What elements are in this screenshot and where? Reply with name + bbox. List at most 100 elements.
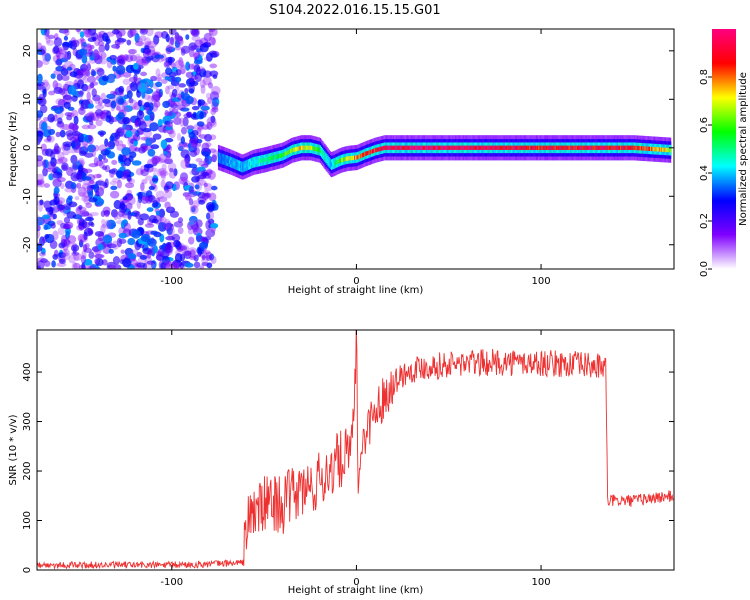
noise-cell — [174, 39, 181, 48]
ridge-cell — [471, 145, 473, 150]
noise-cell — [152, 200, 159, 208]
noise-cell — [179, 172, 189, 182]
noise-cell — [140, 29, 146, 34]
ridge-cell — [319, 148, 322, 153]
noise-cell — [121, 143, 127, 148]
noise-cell — [91, 147, 97, 158]
noise-cell — [59, 129, 66, 138]
noise-cell — [94, 55, 103, 65]
ridge-cell — [469, 145, 471, 150]
noise-cell — [54, 107, 63, 114]
noise-cell — [106, 61, 113, 69]
ridge-cell — [529, 145, 531, 150]
noise-cell — [144, 41, 152, 46]
noise-cell — [37, 73, 43, 84]
noise-cell — [44, 31, 50, 40]
ridge-cell — [322, 151, 324, 156]
ridge-cell — [265, 157, 267, 162]
noise-cell — [95, 187, 105, 197]
ridge-cell — [666, 147, 668, 153]
noise-cell — [54, 60, 61, 66]
ridge-cell — [232, 160, 234, 166]
ridge-cell — [536, 145, 539, 150]
noise-cell — [61, 64, 66, 71]
noise-cell — [199, 265, 205, 269]
noise-cell — [182, 116, 189, 127]
noise-cell — [108, 115, 114, 125]
noise-cell — [150, 230, 159, 235]
spectrogram-frame — [36, 28, 675, 270]
ridge-cell — [641, 146, 643, 151]
ridge-cell — [282, 152, 284, 158]
ridge-cell — [622, 145, 624, 150]
noise-cell — [165, 33, 170, 43]
ridge-cell — [227, 159, 230, 164]
ridge-cell — [217, 155, 220, 160]
noise-cell — [103, 209, 111, 216]
noise-cell — [57, 227, 66, 236]
ridge-cell — [647, 146, 650, 151]
ridge-cell — [445, 145, 447, 150]
noise-cell — [63, 249, 68, 257]
ridge-cell — [539, 145, 541, 150]
noise-cell — [42, 167, 48, 177]
noise-cell — [44, 29, 50, 37]
noise-cell — [164, 201, 171, 209]
noise-cell — [77, 164, 84, 173]
spectrogram-ytick-label: -20 — [22, 237, 33, 253]
noise-cell — [63, 223, 72, 230]
ridge-cell — [342, 157, 344, 162]
noise-cell — [111, 159, 118, 165]
noise-cell — [103, 158, 109, 164]
noise-cell — [79, 63, 88, 72]
ridge-cell — [665, 147, 667, 153]
colorbar-tick-label: 0.4 — [699, 165, 710, 181]
ridge-cell — [571, 145, 573, 150]
noise-cell — [119, 91, 125, 98]
noise-cell — [126, 90, 133, 99]
ridge-cell — [251, 160, 253, 166]
ridge-cell — [646, 146, 648, 151]
noise-cell — [135, 210, 141, 220]
noise-cell — [52, 171, 63, 179]
noise-cell — [117, 210, 125, 217]
snr-frame — [36, 329, 675, 571]
noise-cell — [117, 112, 125, 120]
ridge-cell — [295, 147, 297, 152]
ridge-cell — [230, 159, 232, 165]
noise-cell — [41, 52, 51, 62]
noise-cell — [120, 249, 125, 254]
noise-cell — [39, 178, 45, 188]
noise-cell — [42, 214, 51, 220]
noise-cell — [158, 91, 163, 98]
ridge-cell — [420, 145, 422, 150]
ridge-cell — [311, 145, 313, 151]
noise-cell — [168, 41, 174, 51]
noise-cell — [73, 145, 82, 154]
noise-cell — [189, 150, 198, 158]
noise-cell — [164, 223, 175, 232]
noise-cell — [145, 262, 155, 269]
noise-cell — [179, 253, 186, 262]
ridge-cell — [490, 145, 492, 150]
noise-cell — [187, 189, 198, 198]
ridge-cell — [380, 146, 383, 151]
ridge-cell — [560, 145, 562, 150]
noise-cell — [127, 29, 134, 39]
noise-cell — [53, 186, 60, 195]
noise-cell — [155, 68, 161, 77]
noise-cell — [62, 208, 67, 216]
noise-cell — [61, 41, 71, 48]
ridge-cell — [493, 145, 496, 150]
ridge-cell — [418, 145, 420, 150]
ridge-cell — [384, 145, 386, 150]
ridge-cell — [668, 147, 671, 153]
ridge-cell — [264, 157, 266, 162]
noise-cell — [82, 180, 92, 186]
ridge-cell — [614, 145, 616, 150]
noise-cell — [84, 152, 94, 158]
noise-cell — [52, 213, 57, 220]
noise-cell — [139, 213, 150, 221]
noise-cell — [163, 261, 174, 267]
ridge-cell — [275, 154, 277, 160]
